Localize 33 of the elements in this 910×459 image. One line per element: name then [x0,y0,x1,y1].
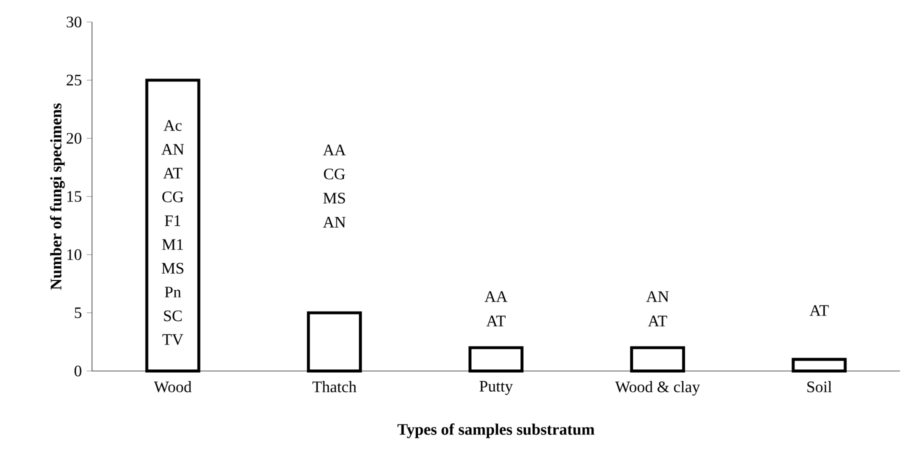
x-tick-label: Wood & clay [615,381,700,396]
y-tick-label: 10 [67,249,82,260]
y-tick-label: 15 [67,191,82,202]
annotation: M1 [162,239,183,250]
annotation: AT [810,305,829,316]
x-axis-title: Types of samples substratum [398,423,594,438]
annotation: CG [162,192,184,202]
annotation: SC [164,310,182,322]
annotation: AN [322,216,346,228]
annotation: MS [323,192,345,204]
annotation: Ac [164,120,182,131]
annotation: AN [161,144,184,155]
annotation: AT [163,168,182,178]
annotation: AN [646,291,669,302]
annotation: TV [162,334,184,346]
y-tick-label: 5 [74,308,82,318]
y-tick-label: 25 [66,74,82,86]
y-tick-label: 0 [74,366,82,376]
x-tick-label: Wood [154,381,192,392]
annotation: F1 [164,215,180,226]
annotation: AT [486,316,506,326]
annotation: AT [648,316,668,326]
y-axis-title: Number of fungi specimens [50,103,65,290]
x-tick-label: Putty [480,381,513,395]
annotation: CG [324,168,346,180]
y-tick-label: 30 [66,16,82,28]
x-tick-label: Thatch [312,381,356,392]
annotation: AA [322,144,346,156]
x-tick-label: Soil [807,381,832,392]
annotation: AA [484,291,508,302]
y-tick-label: 20 [66,132,82,144]
annotation: Pn [164,286,182,298]
annotation: MS [162,262,184,274]
